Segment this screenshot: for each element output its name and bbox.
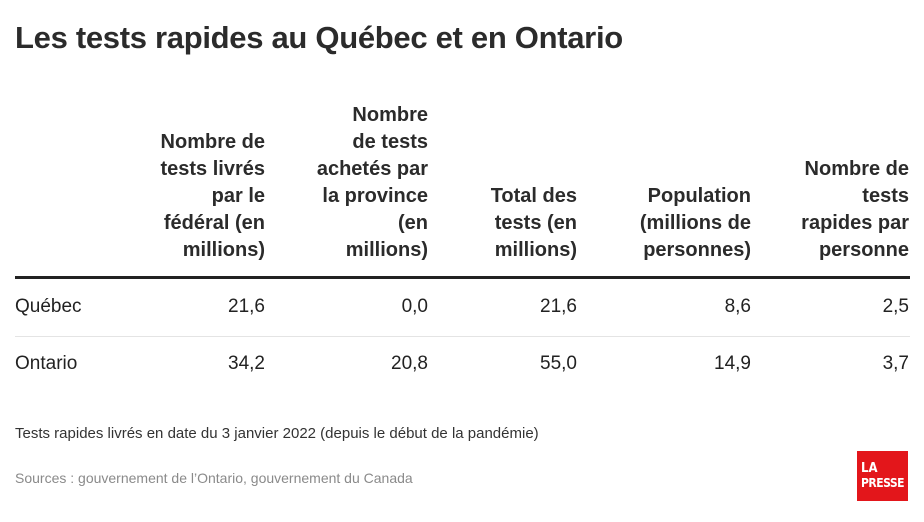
- header-line: achetés par: [316, 158, 428, 180]
- chart-title: Les tests rapides au Québec et en Ontari…: [15, 20, 623, 55]
- header-line: fédéral (en: [163, 212, 265, 234]
- header-line: rapides par: [801, 212, 909, 234]
- header-line: tests livrés: [160, 158, 265, 180]
- column-header-population: Population (millions de personnes): [640, 183, 751, 264]
- header-line: de tests: [352, 131, 428, 153]
- header-line: Nombre: [352, 104, 428, 126]
- header-line: tests (en: [494, 212, 577, 234]
- header-line: Nombre de: [804, 158, 909, 180]
- header-line: (millions de: [639, 212, 751, 234]
- column-header-federal-tests: Nombre de tests livrés par le fédéral (e…: [160, 129, 265, 264]
- logo-line-2: PRESSE: [861, 476, 905, 490]
- header-line: tests: [862, 185, 909, 207]
- table-header: Nombre de tests livrés par le fédéral (e…: [0, 100, 924, 270]
- cell-provincial-tests: 20,8: [391, 353, 428, 374]
- header-divider: [15, 276, 910, 279]
- cell-federal-tests: 34,2: [228, 353, 265, 374]
- table-row-quebec: Québec 21,6 0,0 21,6 8,6 2,5: [0, 296, 924, 326]
- header-line: millions): [494, 239, 577, 261]
- header-line: la province: [322, 185, 428, 207]
- logo-line-1: LA: [861, 461, 878, 476]
- la-presse-logo: LA PRESSE: [857, 451, 908, 501]
- cell-population: 14,9: [714, 353, 751, 374]
- footnote: Tests rapides livrés en date du 3 janvie…: [15, 425, 539, 442]
- header-line: Nombre de: [160, 131, 265, 153]
- column-header-provincial-tests: Nombre de tests achetés par la province …: [317, 102, 428, 264]
- cell-total-tests: 55,0: [540, 353, 577, 374]
- header-line: personnes): [643, 239, 751, 261]
- column-header-tests-per-person: Nombre de tests rapides par personne: [801, 156, 909, 264]
- cell-federal-tests: 21,6: [228, 296, 265, 317]
- header-line: (en: [398, 212, 428, 234]
- cell-provincial-tests: 0,0: [401, 296, 428, 317]
- column-header-total-tests: Total des tests (en millions): [491, 183, 577, 264]
- header-line: millions): [345, 239, 428, 261]
- row-label: Ontario: [15, 353, 78, 374]
- cell-population: 8,6: [724, 296, 751, 317]
- header-line: Population: [647, 185, 751, 207]
- row-label: Québec: [15, 296, 82, 317]
- cell-total-tests: 21,6: [540, 296, 577, 317]
- header-line: par le: [211, 185, 265, 207]
- row-divider: [15, 336, 910, 337]
- cell-tests-per-person: 3,7: [882, 353, 909, 374]
- table-row-ontario: Ontario 34,2 20,8 55,0 14,9 3,7: [0, 353, 924, 383]
- header-line: personne: [818, 239, 909, 261]
- cell-tests-per-person: 2,5: [882, 296, 909, 317]
- header-line: millions): [182, 239, 265, 261]
- sources-note: Sources : gouvernement de l’Ontario, gou…: [15, 470, 413, 486]
- header-line: Total des: [490, 185, 577, 207]
